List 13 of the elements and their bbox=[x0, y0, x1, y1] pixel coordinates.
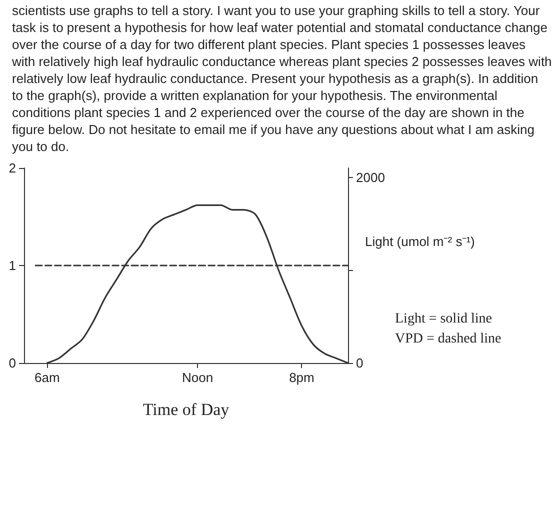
y-tick-label: 1 bbox=[8, 258, 16, 273]
text: Light = solid line bbox=[395, 312, 492, 326]
y2-axis-title: Light (umol m⁻² s⁻¹) bbox=[365, 234, 475, 249]
x-tick-label: Noon bbox=[182, 370, 214, 385]
y2-tick-label: 0 bbox=[356, 356, 364, 370]
y2-tick-label: 2000 bbox=[356, 170, 385, 185]
text: VPD = dashed line bbox=[395, 332, 502, 346]
x-axis-title: Time of Day bbox=[142, 400, 230, 419]
y-tick-label: 0 bbox=[8, 356, 16, 370]
x-tick-label: 6am bbox=[34, 370, 60, 385]
y-tick-label: 2 bbox=[8, 160, 16, 176]
text: scientists use graphs to tell a story. I want you to use your graphing skills to tell a story. Your task is to present a hypothesis for how leaf water potential and stomatal conductance change over the course of a day for two different plant species. Plant species 1 possesses leaves with relatively high leaf hydraulic conductance whereas plant species 2 possesses leaves with relatively low leaf hydraulic conductance. Present your hypothesis as a graph(s). In addition to the graph(s), provide a written explanation for your hypothesis. The environmental conditions plant species 1 and 2 experienced over the course of the day are shown in the figure below. Do not hesitate to email me if you have any questions about what I am asking you to do. bbox=[12, 3, 552, 154]
x-tick-label: 8pm bbox=[289, 370, 314, 385]
